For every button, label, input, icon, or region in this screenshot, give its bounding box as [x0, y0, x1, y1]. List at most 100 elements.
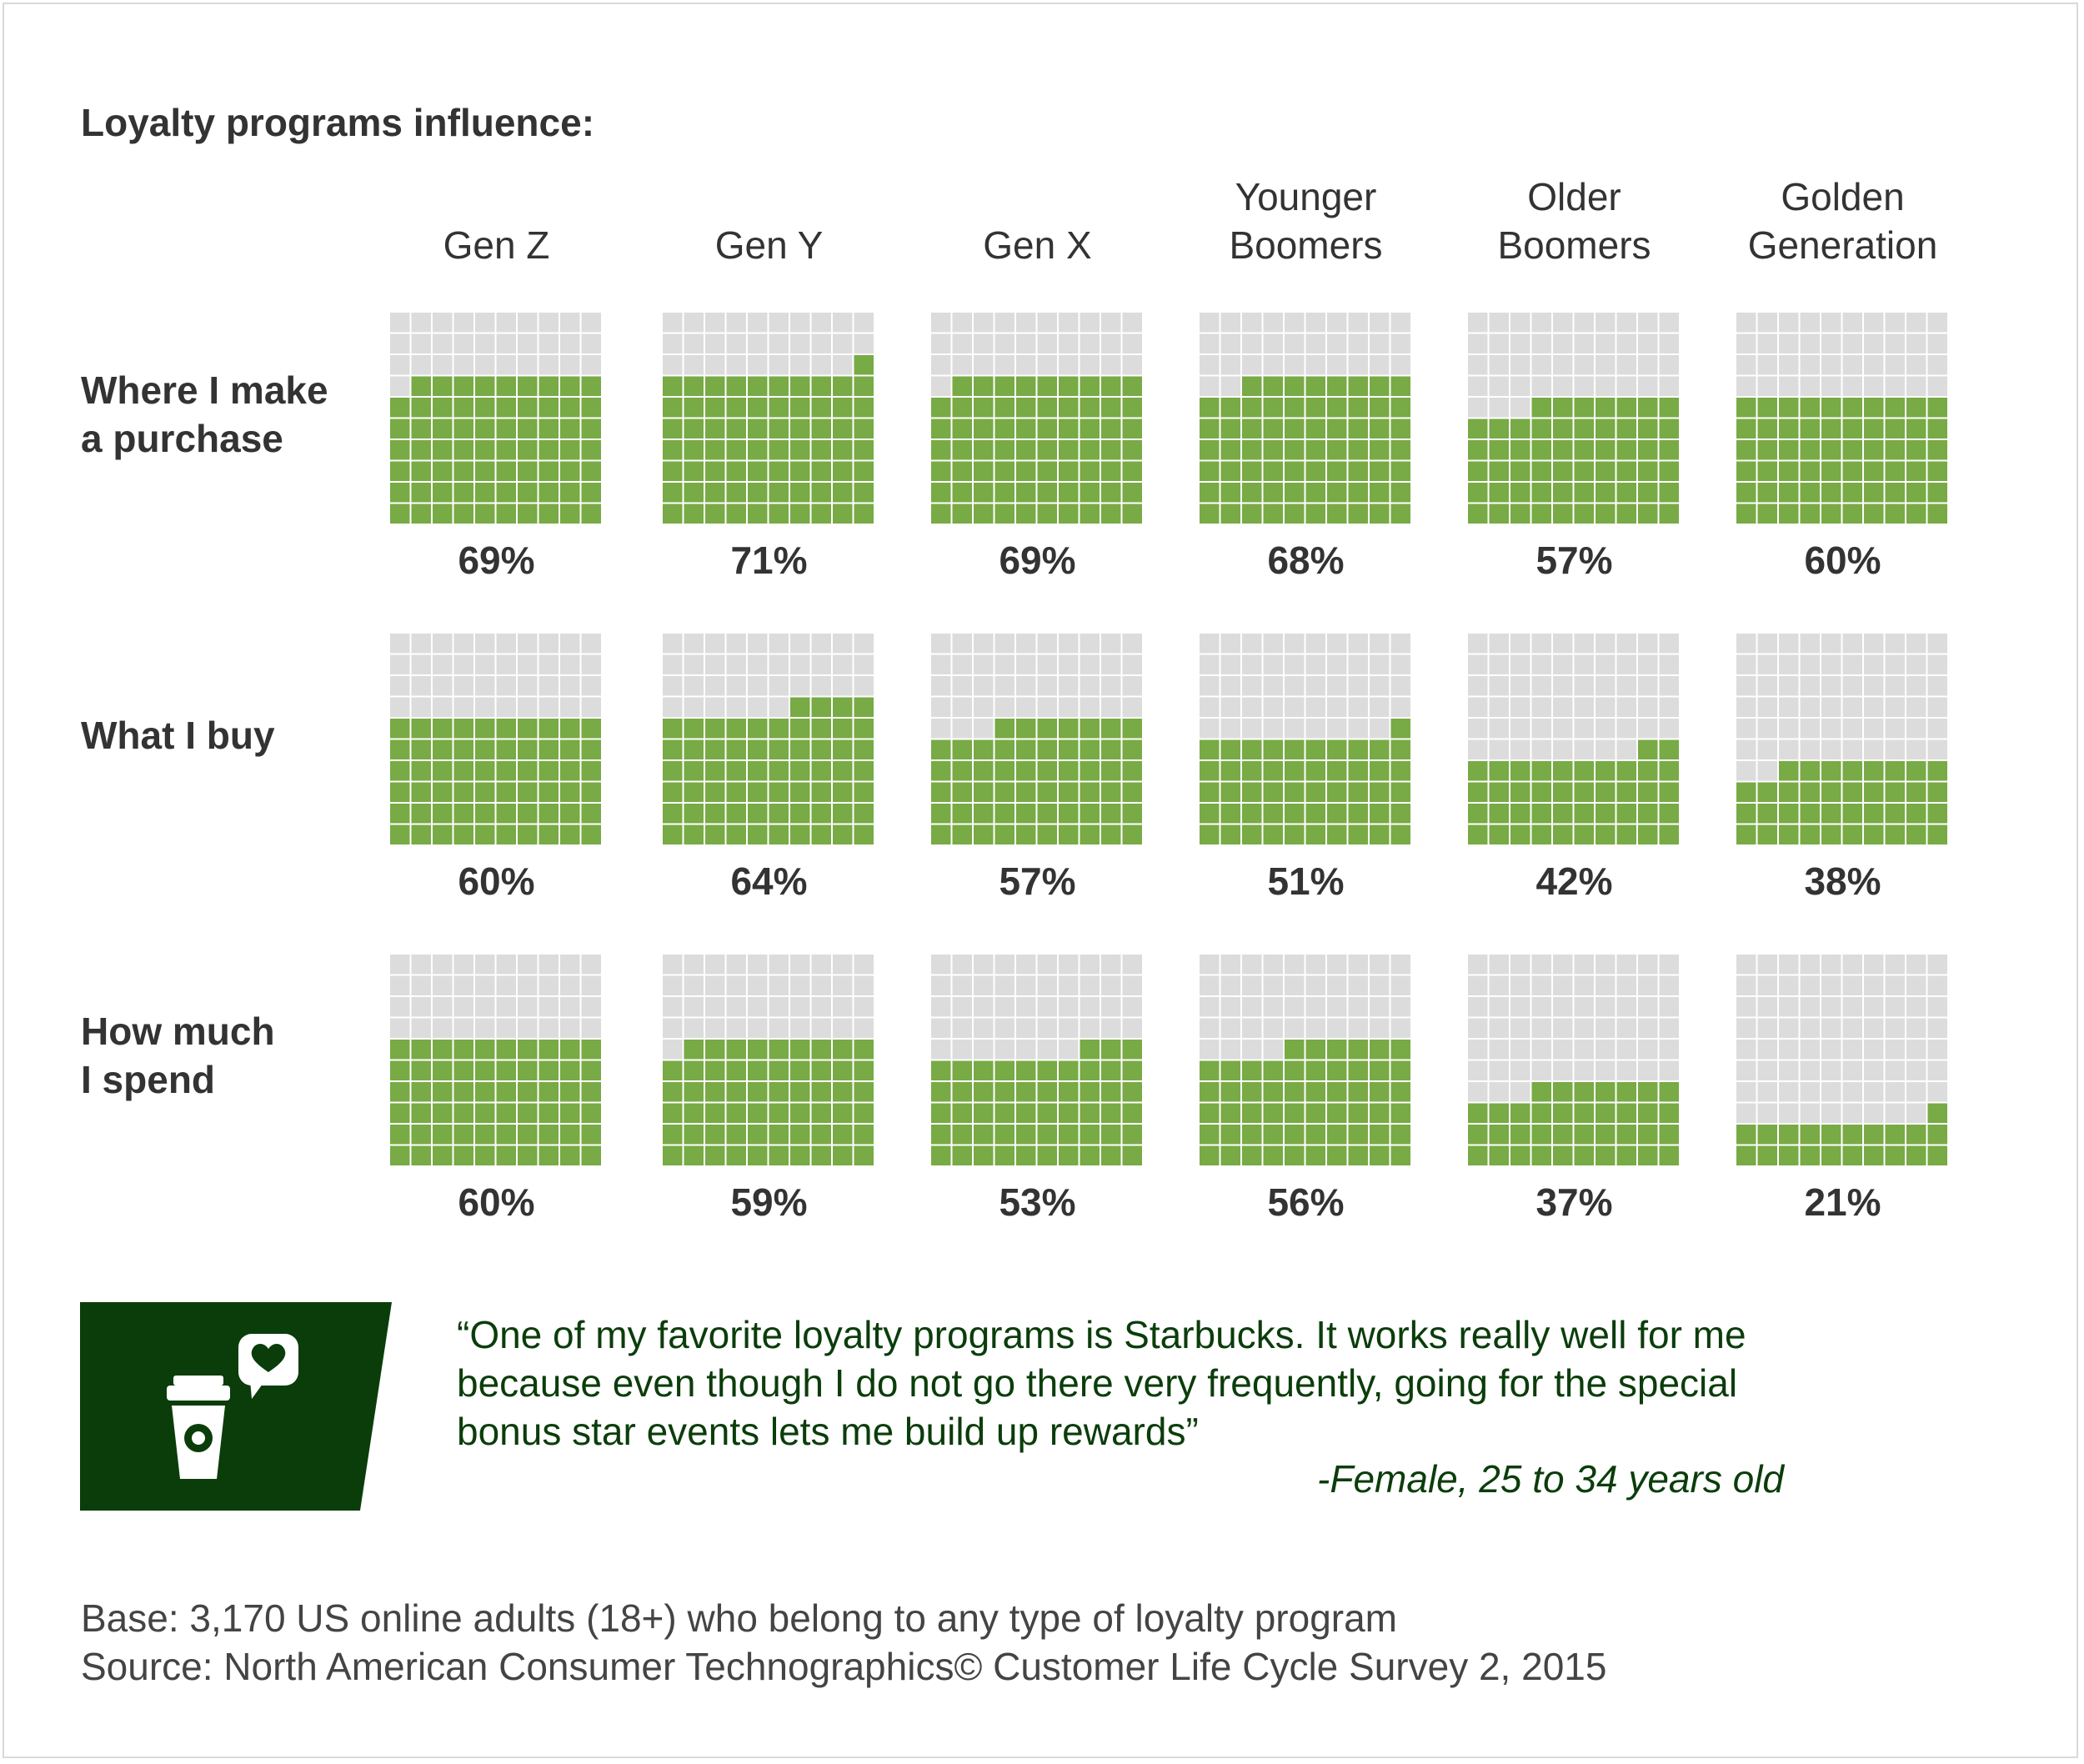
waffle-cell-filled [581, 504, 601, 524]
waffle-cell-filled [1553, 824, 1573, 844]
waffle-cell-filled [1263, 1145, 1283, 1165]
waffle-cell-filled [411, 1125, 431, 1145]
waffle-cell-empty [453, 955, 473, 975]
waffle-cell-filled [705, 483, 725, 503]
waffle-cell-filled [1638, 824, 1658, 844]
waffle-cell-empty [931, 355, 951, 375]
waffle-cell-filled [1864, 398, 1884, 418]
waffle-cell-empty [811, 333, 831, 353]
percent-label: 69% [999, 539, 1075, 582]
waffle-cell-empty [1285, 997, 1305, 1017]
waffle-cell-filled [1370, 418, 1390, 438]
waffle-cell-empty [1864, 654, 1884, 674]
waffle-cell-empty [411, 975, 431, 995]
waffle-cell-empty [726, 1018, 746, 1038]
waffle-cell-empty [453, 654, 473, 674]
waffle-cell-filled [1821, 483, 1841, 503]
waffle-cell-filled [833, 1060, 853, 1080]
waffle-cell-filled [1800, 504, 1820, 524]
waffle-cell-empty [1390, 654, 1410, 674]
waffle-cell-empty [974, 313, 994, 333]
waffle-cell-filled [705, 782, 725, 802]
waffle-cell-empty [1468, 739, 1488, 759]
waffle-cell-filled [1285, 761, 1305, 781]
waffle-cell-filled [539, 461, 559, 481]
waffle-cell-filled [390, 440, 410, 460]
waffle-cell-empty [1553, 676, 1573, 696]
waffle-cell-filled [1200, 440, 1220, 460]
waffle-cell-filled [581, 824, 601, 844]
waffle-cell-filled [1531, 804, 1551, 824]
waffle-grid [1736, 313, 1947, 524]
waffle-cell-filled [790, 461, 810, 481]
waffle-cell-empty [854, 654, 874, 674]
waffle-cell-filled [1616, 782, 1636, 802]
waffle-cell-filled [1885, 483, 1905, 503]
waffle-cell-filled [518, 804, 538, 824]
waffle-cell-empty [1864, 975, 1884, 995]
waffle-cell-filled [790, 739, 810, 759]
waffle-cell-empty [496, 333, 516, 353]
waffle-cell-filled [1596, 440, 1616, 460]
waffle-cell-empty [726, 355, 746, 375]
waffle-cell-empty [1489, 739, 1509, 759]
waffle-cell-filled [1842, 418, 1862, 438]
waffle-cell-empty [1531, 719, 1551, 739]
waffle-cell-empty [1616, 1040, 1636, 1060]
waffle-cell-filled [790, 697, 810, 717]
waffle-cell-filled [1037, 782, 1057, 802]
waffle-cell-empty [1906, 676, 1926, 696]
waffle-cell-filled [974, 782, 994, 802]
waffle-cell-filled [1285, 739, 1305, 759]
waffle-cell-filled [1080, 1145, 1100, 1165]
waffle-cell-filled [684, 824, 704, 844]
waffle-cell-empty [1779, 997, 1799, 1017]
waffle-cell-filled [1659, 461, 1679, 481]
waffle-cell-empty [994, 333, 1014, 353]
waffle-cell-empty [952, 975, 972, 995]
waffle-cell-filled [1305, 440, 1325, 460]
waffle-cell-filled [1348, 440, 1368, 460]
waffle-cell-filled [1757, 418, 1777, 438]
waffle-cell-filled [1305, 1040, 1325, 1060]
waffle-cell-empty [1638, 313, 1658, 333]
waffle-cell-filled [705, 719, 725, 739]
waffle-cell-filled [390, 739, 410, 759]
waffle-cell-empty [1659, 997, 1679, 1017]
waffle-cell-filled [1305, 461, 1325, 481]
waffle-cell-filled [1220, 761, 1240, 781]
waffle-cell-empty [663, 355, 683, 375]
waffle-cell-filled [433, 719, 453, 739]
waffle-cell-filled [1906, 418, 1926, 438]
waffle-cell-filled [1468, 1103, 1488, 1123]
waffle-cell-empty [952, 997, 972, 1017]
waffle-cell-empty [1531, 313, 1551, 333]
waffle-cell-filled [1842, 1145, 1862, 1165]
waffle-cell-filled [1864, 461, 1884, 481]
waffle-cell-filled [1553, 440, 1573, 460]
waffle-cell-filled [1101, 1125, 1121, 1145]
customer-quote: “One of my favorite loyalty programs is … [457, 1310, 1791, 1456]
waffle-cell-empty [1864, 955, 1884, 975]
waffle-cell-filled [726, 824, 746, 844]
waffle-cell-filled [854, 824, 874, 844]
waffle-cell-filled [1263, 804, 1283, 824]
waffle-cell-empty [1037, 654, 1057, 674]
waffle-cell-filled [994, 1082, 1014, 1102]
waffle-cell-filled [1927, 1103, 1947, 1123]
waffle-cell-filled [748, 824, 768, 844]
waffle-cell-empty [1779, 676, 1799, 696]
waffle-cell-filled [518, 1145, 538, 1165]
waffle-cell-filled [411, 761, 431, 781]
waffle-cell-filled [1659, 824, 1679, 844]
waffle-cell-filled [539, 398, 559, 418]
waffle-cell-filled [811, 418, 831, 438]
waffle-cell-filled [1574, 504, 1594, 524]
waffle-cell-filled [952, 1145, 972, 1165]
waffle-grid [1200, 313, 1410, 524]
waffle-cell-filled [518, 1103, 538, 1123]
waffle-cell-filled [1242, 1103, 1262, 1123]
waffle-cell-filled [931, 461, 951, 481]
waffle-cell-empty [560, 333, 580, 353]
waffle-cell-empty [1510, 975, 1530, 995]
